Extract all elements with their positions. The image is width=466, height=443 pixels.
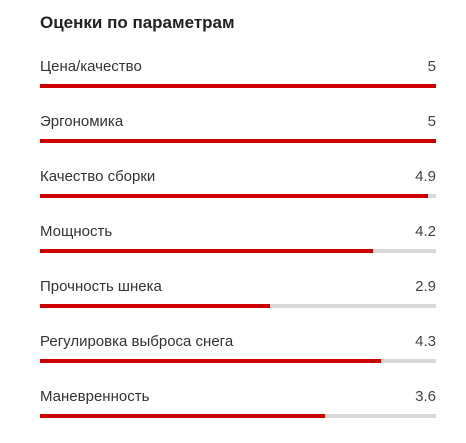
rating-item-maneuverability: Маневренность 3.6: [40, 386, 436, 441]
rating-bar-fill: [40, 84, 436, 88]
rating-label: Мощность: [40, 223, 113, 240]
rating-item-build-quality: Качество сборки 4.9: [40, 166, 436, 221]
rating-bar-track: [40, 249, 436, 253]
rating-value: 4.9: [415, 168, 436, 185]
rating-bar-fill: [40, 139, 436, 143]
rating-label: Маневренность: [40, 388, 150, 405]
rating-value: 5: [427, 58, 436, 75]
rating-item-snow-discharge: Регулировка выброса снега 4.3: [40, 331, 436, 386]
rating-value: 5: [427, 113, 436, 130]
rating-value: 3.6: [415, 388, 436, 405]
rating-label: Эргономика: [40, 113, 124, 130]
rating-label: Цена/качество: [40, 58, 142, 75]
rating-item-auger-strength: Прочность шнека 2.9: [40, 276, 436, 331]
rating-label: Прочность шнека: [40, 278, 162, 295]
rating-bar-track: [40, 194, 436, 198]
rating-bar-track: [40, 304, 436, 308]
rating-bar-fill: [40, 249, 373, 253]
rating-bar-track: [40, 84, 436, 88]
rating-label: Регулировка выброса снега: [40, 333, 234, 350]
rating-item-ergonomics: Эргономика 5: [40, 111, 436, 166]
rating-bar-track: [40, 359, 436, 363]
rating-value: 4.3: [415, 333, 436, 350]
rating-value: 4.2: [415, 223, 436, 240]
rating-bar-fill: [40, 359, 381, 363]
rating-bar-fill: [40, 414, 326, 418]
rating-item-power: Мощность 4.2: [40, 221, 436, 276]
rating-bar-fill: [40, 194, 429, 198]
rating-bar-fill: [40, 304, 270, 308]
rating-bar-track: [40, 414, 436, 418]
rating-item-price-quality: Цена/качество 5: [40, 56, 436, 111]
rating-value: 2.9: [415, 278, 436, 295]
rating-bar-track: [40, 139, 436, 143]
ratings-list: Цена/качество 5 Эргономика 5 Качество сб…: [40, 56, 436, 441]
panel-title: Оценки по параметрам: [40, 13, 235, 32]
rating-label: Качество сборки: [40, 168, 156, 185]
